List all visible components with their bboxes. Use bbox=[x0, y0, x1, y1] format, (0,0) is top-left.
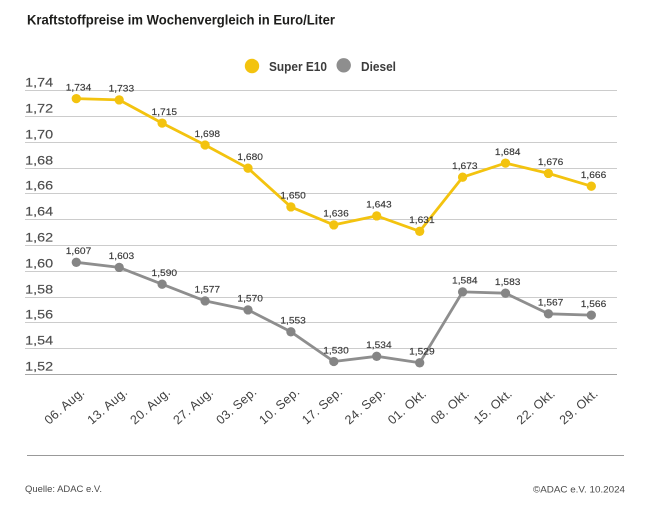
svg-text:Quelle: ADAC e.V.: Quelle: ADAC e.V. bbox=[25, 484, 102, 494]
svg-text:Kraftstoffpreise im Wochenverg: Kraftstoffpreise im Wochenvergleich in E… bbox=[27, 12, 336, 28]
svg-text:1,680: 1,680 bbox=[237, 152, 263, 163]
svg-text:1,636: 1,636 bbox=[323, 209, 349, 220]
svg-text:1,698: 1,698 bbox=[195, 129, 221, 140]
svg-text:1,650: 1,650 bbox=[280, 191, 306, 202]
svg-text:1,56: 1,56 bbox=[25, 310, 53, 322]
svg-text:1,530: 1,530 bbox=[323, 345, 349, 356]
svg-text:1,62: 1,62 bbox=[25, 233, 53, 245]
svg-text:1,54: 1,54 bbox=[25, 336, 54, 348]
svg-text:©ADAC e.V. 10.2024: ©ADAC e.V. 10.2024 bbox=[533, 485, 625, 496]
svg-text:1,74: 1,74 bbox=[25, 78, 54, 90]
svg-text:1,566: 1,566 bbox=[581, 299, 607, 310]
svg-text:1,734: 1,734 bbox=[66, 82, 92, 93]
svg-text:Super E10: Super E10 bbox=[269, 60, 327, 74]
svg-text:1,534: 1,534 bbox=[366, 340, 392, 351]
svg-text:1,715: 1,715 bbox=[152, 107, 178, 118]
svg-text:1,577: 1,577 bbox=[195, 285, 221, 296]
svg-text:1,583: 1,583 bbox=[495, 277, 521, 288]
svg-text:1,68: 1,68 bbox=[25, 156, 53, 168]
svg-text:1,52: 1,52 bbox=[25, 362, 53, 374]
svg-text:1,643: 1,643 bbox=[366, 200, 392, 211]
svg-text:Diesel: Diesel bbox=[361, 60, 396, 74]
svg-text:1,684: 1,684 bbox=[495, 147, 521, 158]
svg-text:1,666: 1,666 bbox=[581, 170, 607, 181]
svg-text:1,72: 1,72 bbox=[25, 104, 53, 116]
svg-text:1,676: 1,676 bbox=[538, 157, 564, 168]
svg-text:1,553: 1,553 bbox=[280, 316, 306, 327]
svg-text:1,607: 1,607 bbox=[66, 246, 92, 257]
svg-text:1,673: 1,673 bbox=[452, 161, 478, 172]
svg-text:1,603: 1,603 bbox=[109, 251, 135, 262]
svg-text:1,66: 1,66 bbox=[25, 181, 53, 193]
svg-text:1,570: 1,570 bbox=[237, 294, 263, 305]
svg-text:1,590: 1,590 bbox=[152, 268, 178, 279]
svg-text:1,60: 1,60 bbox=[25, 259, 53, 271]
svg-text:1,58: 1,58 bbox=[25, 285, 53, 297]
svg-text:1,70: 1,70 bbox=[25, 130, 53, 142]
svg-text:1,567: 1,567 bbox=[538, 298, 564, 309]
svg-text:1,529: 1,529 bbox=[409, 347, 435, 358]
svg-text:1,584: 1,584 bbox=[452, 276, 478, 287]
svg-text:1,631: 1,631 bbox=[409, 215, 435, 226]
svg-text:1,64: 1,64 bbox=[25, 207, 54, 219]
svg-text:1,733: 1,733 bbox=[109, 84, 135, 95]
